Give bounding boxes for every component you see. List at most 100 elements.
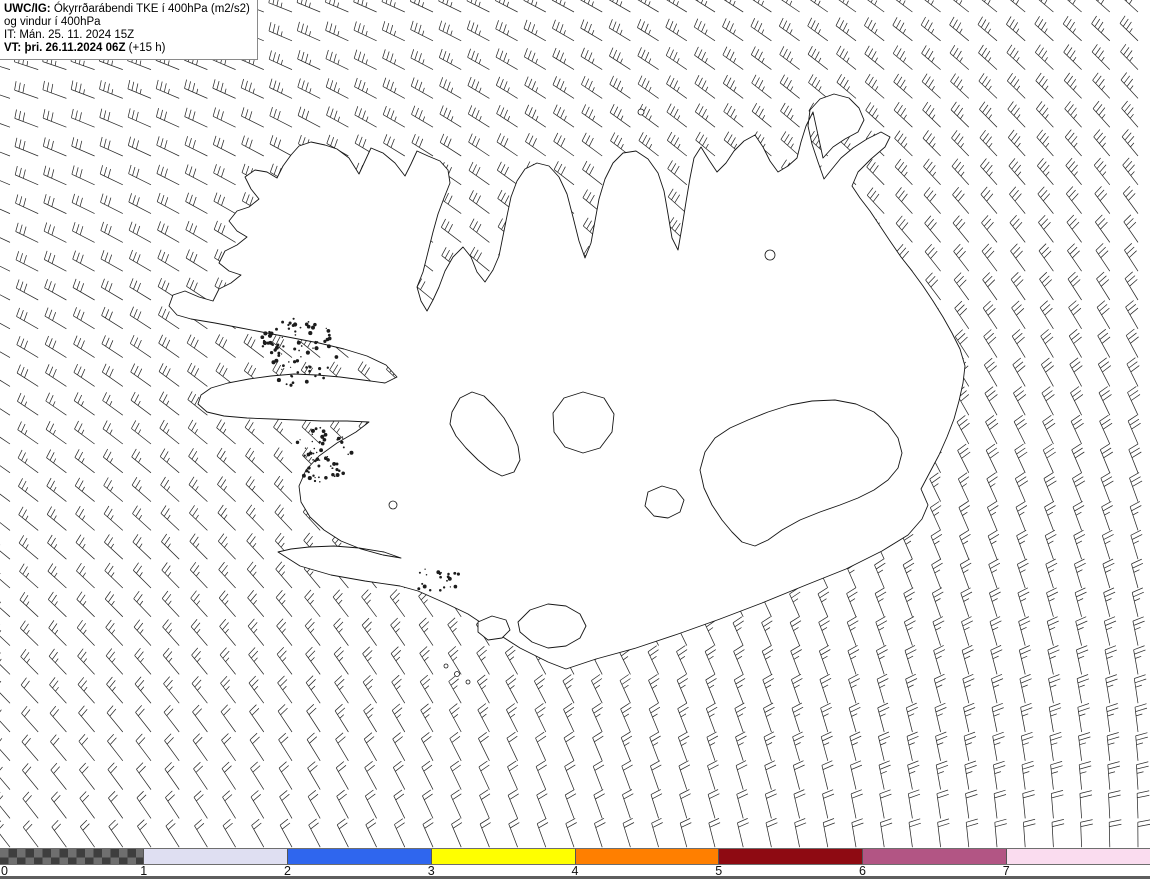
speckle-dot	[347, 453, 349, 456]
speckle-dot	[323, 432, 328, 437]
speckle-dot	[304, 447, 307, 449]
speckle-dot	[336, 438, 339, 441]
speckle-dot	[318, 367, 322, 371]
valid-time-offset: (+15 h)	[125, 42, 166, 54]
speckle-dot	[424, 568, 426, 570]
speckle-dot	[292, 317, 295, 320]
speckle-dot	[289, 383, 293, 387]
speckle-dot	[313, 322, 317, 327]
colorbar-tick-2: 2	[284, 864, 291, 878]
colorbar-tick-6: 6	[859, 864, 866, 878]
speckle-dot	[325, 327, 327, 330]
glacier-langjokull	[449, 391, 521, 477]
title-line-product: UWC/IG: Ókyrrðarábendi TKE í 400hPa (m2/…	[4, 3, 250, 16]
speckle-dot	[315, 451, 318, 454]
speckle-dot	[312, 459, 314, 461]
colorbar-segment-2-3	[286, 849, 431, 864]
speckle-dot	[318, 372, 322, 376]
speckle-dot	[313, 459, 317, 463]
glacier-hofsjokull	[552, 391, 615, 454]
speckle-dot	[319, 426, 322, 429]
valid-time-label: VT: þri. 26.11.2024 06Z	[4, 42, 126, 54]
breidafjordur-islands	[260, 317, 339, 387]
speckle-dot	[340, 440, 344, 444]
map-title-box: UWC/IG: Ókyrrðarábendi TKE í 400hPa (m2/…	[0, 0, 258, 60]
title-line-wind: og vindur í 400hPa	[4, 16, 101, 28]
speckle-dot	[314, 427, 318, 431]
speckle-dot	[261, 345, 265, 348]
speckle-dot	[447, 572, 450, 576]
speckle-dot	[300, 355, 302, 358]
speckle-dot	[307, 476, 312, 481]
speckle-dot	[288, 361, 290, 363]
speckle-dot	[318, 440, 321, 444]
speckle-dot	[289, 366, 292, 368]
map-speckles	[260, 317, 460, 592]
colorbar-segment-7-8	[1006, 849, 1150, 864]
speckle-dot	[314, 341, 318, 345]
glacier-eyjafjallajokull	[477, 615, 511, 641]
speckle-dot	[276, 343, 280, 347]
speckle-dot	[323, 456, 328, 461]
speckle-dot	[326, 344, 331, 349]
speckle-dot	[439, 575, 442, 579]
vestmannaeyjar-1	[443, 663, 449, 669]
speckle-dot	[332, 461, 337, 466]
speckle-dot	[312, 347, 314, 349]
colorbar-tick-1: 1	[140, 864, 148, 878]
speckle-dot	[269, 331, 274, 336]
speckle-dot	[446, 579, 448, 582]
speckle-dot	[320, 434, 325, 439]
speckle-dot	[307, 471, 310, 474]
glacier-myrdalsjokull	[517, 603, 587, 649]
speckle-dot	[307, 466, 311, 470]
reykjanes-dots	[417, 568, 460, 592]
speckle-dot	[285, 383, 288, 386]
speckle-dot	[318, 459, 321, 461]
speckle-dot	[447, 576, 452, 581]
colorbar-segment-6-7	[862, 849, 1007, 864]
speckle-dot	[290, 374, 293, 378]
lake-thingvallavatn	[388, 500, 398, 510]
speckle-dot	[339, 437, 342, 439]
speckle-dot	[421, 582, 424, 585]
speckle-dot	[305, 366, 308, 369]
speckle-dot	[308, 369, 311, 373]
speckle-dot	[311, 433, 314, 435]
speckle-dot	[326, 329, 331, 333]
speckle-dot	[314, 374, 317, 378]
speckle-dot	[281, 320, 285, 324]
speckle-dot	[341, 436, 344, 438]
speckle-dot	[287, 323, 290, 327]
speckle-dot	[282, 364, 285, 367]
speckle-dot	[305, 350, 310, 355]
speckle-dot	[333, 475, 336, 478]
speckle-dot	[326, 455, 329, 458]
speckle-dot	[305, 469, 309, 473]
speckle-dot	[276, 378, 281, 383]
vestmannaeyjar-3	[465, 679, 471, 685]
speckle-dot	[349, 450, 354, 455]
speckle-dot	[310, 428, 315, 433]
speckle-dot	[313, 447, 316, 450]
speckle-dot	[304, 379, 309, 384]
speckle-dot	[342, 446, 345, 449]
speckle-dot	[304, 322, 309, 327]
vestmannaeyjar-2	[454, 671, 460, 677]
speckle-dot	[271, 343, 275, 347]
speckle-dot	[418, 571, 421, 574]
speckle-dot	[300, 345, 303, 347]
speckle-dot	[317, 476, 320, 479]
speckle-dot	[281, 368, 283, 371]
speckle-dot	[329, 465, 332, 467]
speckle-dot	[324, 476, 328, 480]
speckle-dot	[309, 340, 312, 343]
product-label: UWC/IG:	[4, 3, 51, 15]
speckle-dot	[294, 330, 297, 333]
title-line-init-time: IT: Mán. 25. 11. 2024 15Z	[4, 29, 135, 41]
speckle-dot	[312, 474, 315, 477]
speckle-dot	[263, 331, 268, 336]
speckle-dot	[322, 376, 325, 380]
speckle-dot	[428, 589, 432, 592]
